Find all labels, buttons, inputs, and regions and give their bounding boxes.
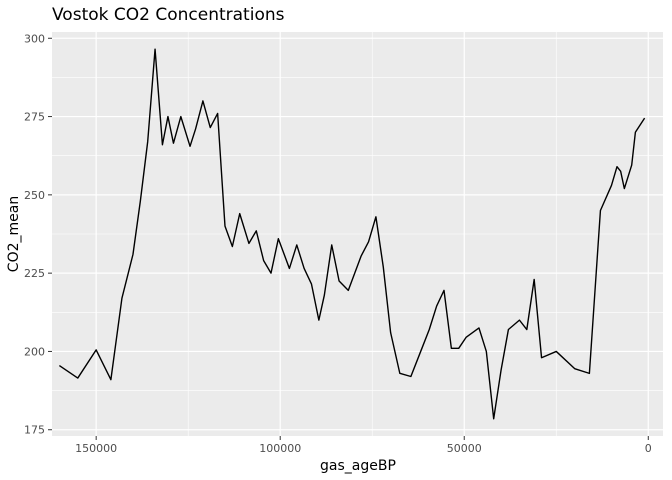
data-point <box>247 242 250 245</box>
data-point <box>109 378 112 381</box>
data-point <box>238 212 241 215</box>
x-axis-label: gas_ageBP <box>320 458 396 474</box>
data-point <box>555 350 558 353</box>
y-axis-ticks: 175 200 225 250 275 300 <box>24 32 52 437</box>
data-point <box>360 254 363 257</box>
data-point <box>619 170 622 173</box>
data-point <box>277 237 280 240</box>
data-point <box>262 259 265 262</box>
data-point <box>389 331 392 334</box>
data-point <box>599 209 602 212</box>
data-point <box>347 289 350 292</box>
data-point <box>201 99 204 102</box>
y-tick-label: 250 <box>24 189 45 202</box>
y-tick-label: 200 <box>24 345 45 358</box>
data-point <box>323 294 326 297</box>
x-axis-ticks: 150000 100000 50000 0 <box>75 436 652 455</box>
data-point <box>588 372 591 375</box>
data-point <box>420 347 423 350</box>
data-point <box>630 164 633 167</box>
data-point <box>540 356 543 359</box>
data-point <box>398 372 401 375</box>
x-tick-label: 100000 <box>259 442 301 455</box>
data-point <box>450 347 453 350</box>
data-point <box>623 187 626 190</box>
data-point <box>374 215 377 218</box>
data-point <box>131 253 134 256</box>
x-tick-label: 0 <box>645 442 652 455</box>
data-point <box>500 369 503 372</box>
data-point <box>76 377 79 380</box>
data-point <box>317 319 320 322</box>
data-point <box>573 367 576 370</box>
y-axis-label: CO2_mean <box>6 196 22 272</box>
data-point <box>223 225 226 228</box>
data-point <box>270 272 273 275</box>
data-point <box>166 115 169 118</box>
minor-gridlines <box>52 32 663 436</box>
data-point <box>216 112 219 115</box>
data-point <box>255 229 258 232</box>
data-point <box>338 279 341 282</box>
data-point <box>409 375 412 378</box>
x-tick-label: 50000 <box>447 442 482 455</box>
data-point <box>382 265 385 268</box>
data-point <box>533 278 536 281</box>
data-point <box>189 145 192 148</box>
data-point <box>161 143 164 146</box>
data-point <box>367 240 370 243</box>
data-point <box>172 142 175 145</box>
data-point <box>465 336 468 339</box>
data-point <box>295 243 298 246</box>
data-point <box>95 348 98 351</box>
data-point <box>310 283 313 286</box>
data-point <box>58 364 61 367</box>
data-point <box>231 245 234 248</box>
data-point <box>525 328 528 331</box>
data-point <box>120 297 123 300</box>
y-tick-label: 275 <box>24 111 45 124</box>
data-point <box>179 115 182 118</box>
data-point <box>643 117 646 120</box>
data-point <box>330 243 333 246</box>
data-point <box>485 350 488 353</box>
data-point <box>194 128 197 131</box>
y-tick-label: 300 <box>24 32 45 45</box>
co2-series-line <box>58 48 646 420</box>
data-point <box>518 319 521 322</box>
data-point <box>288 267 291 270</box>
data-point <box>615 165 618 168</box>
data-point <box>154 48 157 51</box>
data-point <box>209 126 212 129</box>
data-point <box>435 305 438 308</box>
x-tick-label: 150000 <box>75 442 117 455</box>
y-tick-label: 175 <box>24 424 45 437</box>
data-point <box>428 328 431 331</box>
data-point <box>477 326 480 329</box>
data-point <box>507 328 510 331</box>
y-tick-label: 225 <box>24 267 45 280</box>
data-point <box>139 200 142 203</box>
data-point <box>492 417 495 420</box>
data-point <box>634 131 637 134</box>
chart-title: Vostok CO2 Concentrations <box>52 5 285 25</box>
data-point <box>303 267 306 270</box>
major-gridlines <box>52 32 663 436</box>
data-point <box>610 184 613 187</box>
data-point <box>457 347 460 350</box>
data-point <box>146 140 149 143</box>
data-point <box>443 289 446 292</box>
